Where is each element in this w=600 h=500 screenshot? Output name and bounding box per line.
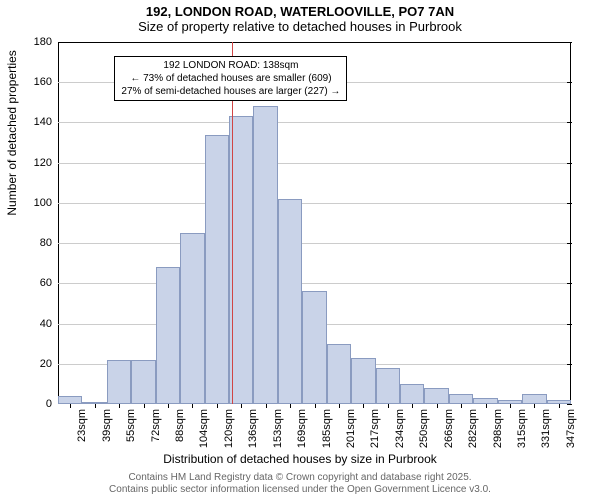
histogram-bar — [302, 291, 326, 404]
x-tick-label: 169sqm — [294, 409, 308, 448]
y-tick-mark — [567, 364, 572, 365]
x-tick-label: 55sqm — [123, 409, 137, 442]
grid-line — [58, 122, 571, 123]
y-tick-mark — [567, 163, 572, 164]
x-tick-mark — [510, 404, 511, 408]
chart-area: 02040608010012014016018023sqm39sqm55sqm7… — [58, 42, 571, 404]
y-tick-label: 0 — [46, 398, 58, 410]
histogram-bar — [278, 199, 302, 404]
x-tick-mark — [486, 404, 487, 408]
histogram-bar — [376, 368, 400, 404]
x-tick-label: 266sqm — [441, 409, 455, 448]
x-tick-label: 104sqm — [196, 409, 210, 448]
x-tick-mark — [315, 404, 316, 408]
x-tick-label: 39sqm — [99, 409, 113, 442]
info-box-line-2: ← 73% of detached houses are smaller (60… — [121, 72, 340, 85]
x-tick-mark — [290, 404, 291, 408]
x-tick-label: 88sqm — [172, 409, 186, 442]
y-tick-label: 60 — [40, 277, 58, 289]
histogram-bar — [131, 360, 155, 404]
x-tick-label: 315sqm — [514, 409, 528, 448]
info-box: 192 LONDON ROAD: 138sqm← 73% of detached… — [114, 56, 347, 101]
histogram-bar — [58, 396, 82, 404]
x-tick-label: 153sqm — [270, 409, 284, 448]
x-tick-mark — [412, 404, 413, 408]
x-tick-label: 347sqm — [563, 409, 577, 448]
y-tick-label: 160 — [34, 76, 58, 88]
histogram-bar — [205, 135, 229, 404]
y-tick-label: 80 — [40, 237, 58, 249]
x-tick-label: 23sqm — [74, 409, 88, 442]
page-title: 192, LONDON ROAD, WATERLOOVILLE, PO7 7AN — [0, 0, 600, 19]
histogram-bar — [522, 394, 546, 404]
x-tick-label: 120sqm — [221, 409, 235, 448]
x-tick-mark — [388, 404, 389, 408]
histogram-bar — [327, 344, 351, 404]
footer-attribution: Contains HM Land Registry data © Crown c… — [0, 472, 600, 496]
footer-line-2: Contains public sector information licen… — [0, 484, 600, 496]
y-tick-label: 180 — [34, 36, 58, 48]
x-tick-mark — [339, 404, 340, 408]
x-tick-label: 250sqm — [416, 409, 430, 448]
x-tick-mark — [144, 404, 145, 408]
x-tick-mark — [168, 404, 169, 408]
y-tick-mark — [567, 404, 572, 405]
x-tick-mark — [95, 404, 96, 408]
y-tick-label: 20 — [40, 358, 58, 370]
x-tick-label: 217sqm — [367, 409, 381, 448]
y-tick-mark — [567, 243, 572, 244]
y-tick-mark — [567, 283, 572, 284]
x-tick-mark — [192, 404, 193, 408]
x-tick-mark — [461, 404, 462, 408]
x-tick-label: 72sqm — [148, 409, 162, 442]
histogram-bar — [351, 358, 375, 404]
page-subtitle: Size of property relative to detached ho… — [0, 19, 600, 36]
y-tick-mark — [567, 82, 572, 83]
y-tick-mark — [567, 203, 572, 204]
x-tick-label: 234sqm — [392, 409, 406, 448]
grid-line — [58, 283, 571, 284]
histogram-bar — [400, 384, 424, 404]
x-tick-mark — [437, 404, 438, 408]
histogram-bar — [107, 360, 131, 404]
y-tick-mark — [567, 42, 572, 43]
y-tick-label: 100 — [34, 197, 58, 209]
histogram-bar — [424, 388, 448, 404]
y-tick-label: 120 — [34, 157, 58, 169]
x-tick-mark — [70, 404, 71, 408]
histogram-bar — [180, 233, 204, 404]
x-tick-mark — [363, 404, 364, 408]
x-tick-label: 136sqm — [245, 409, 259, 448]
x-tick-label: 298sqm — [490, 409, 504, 448]
x-tick-mark — [241, 404, 242, 408]
histogram-bar — [449, 394, 473, 404]
x-tick-label: 185sqm — [319, 409, 333, 448]
y-tick-mark — [567, 122, 572, 123]
histogram-bar — [253, 106, 277, 404]
x-axis-label: Distribution of detached houses by size … — [0, 452, 600, 466]
grid-line — [58, 243, 571, 244]
footer-line-1: Contains HM Land Registry data © Crown c… — [0, 472, 600, 484]
info-box-line-1: 192 LONDON ROAD: 138sqm — [121, 59, 340, 72]
x-tick-mark — [217, 404, 218, 408]
grid-line — [58, 163, 571, 164]
y-tick-mark — [567, 324, 572, 325]
x-tick-label: 331sqm — [538, 409, 552, 448]
histogram-bar — [156, 267, 180, 404]
y-tick-label: 40 — [40, 318, 58, 330]
x-tick-mark — [534, 404, 535, 408]
x-tick-mark — [119, 404, 120, 408]
x-tick-mark — [266, 404, 267, 408]
x-tick-label: 282sqm — [465, 409, 479, 448]
info-box-line-3: 27% of semi-detached houses are larger (… — [121, 85, 340, 98]
x-tick-mark — [559, 404, 560, 408]
x-tick-label: 201sqm — [343, 409, 357, 448]
y-axis-label: Number of detached properties — [5, 50, 19, 215]
grid-line — [58, 203, 571, 204]
y-tick-label: 140 — [34, 116, 58, 128]
